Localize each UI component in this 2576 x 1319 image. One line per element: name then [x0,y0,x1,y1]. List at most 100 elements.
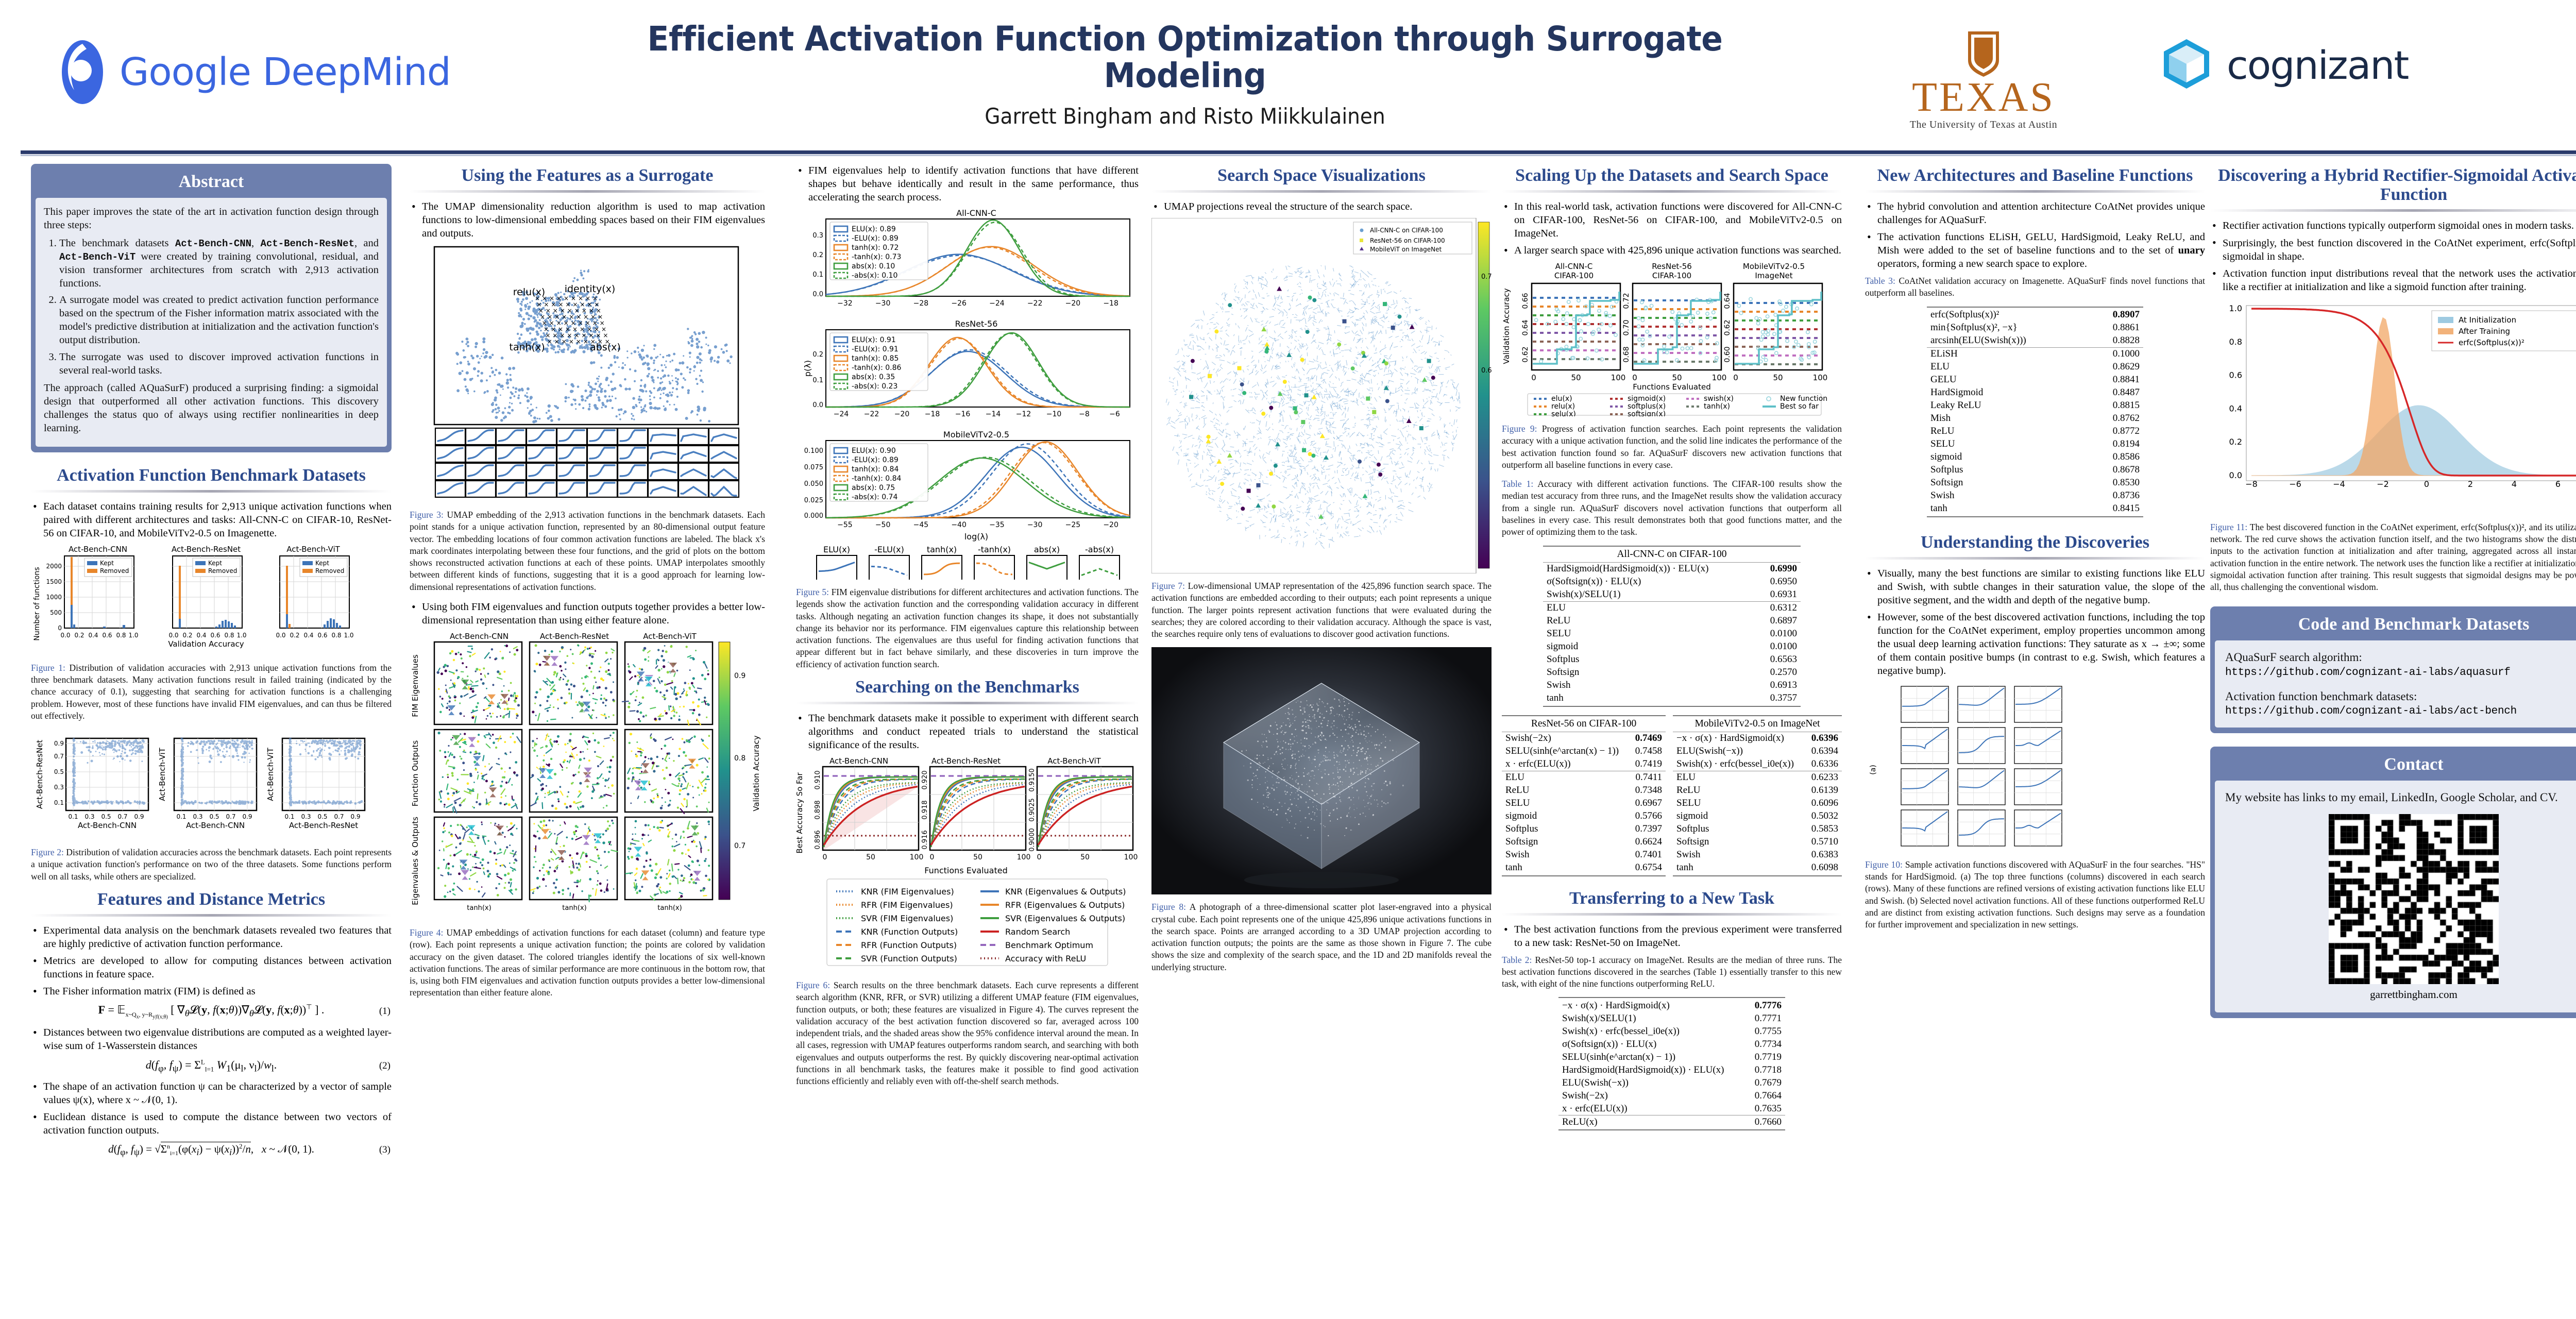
equation-3: d(fφ, fψ) = √Σni=1(φ(xi) − ψ(xi))2/n, x … [108,1142,391,1158]
svg-text:Validation Accuracy: Validation Accuracy [168,639,244,649]
code-line-2: Activation function benchmark datasets: [2225,689,2417,703]
column-3: FIM eigenvalues help to identify activat… [795,163,1139,1094]
figure-7-legend: All-CNN-C on CIFAR-100 ResNet-56 on CIFA… [1353,222,1472,255]
figure-6-xlabel: Functions Evaluated [924,866,1008,875]
svg-text:×: × [605,338,610,345]
f9-title-2a: ResNet-56 [1652,262,1692,271]
svg-text:-tanh(x): 0.86: -tanh(x): 0.86 [852,364,902,372]
hybrid-bullet-3: Activation function input distributions … [2212,266,2576,294]
svg-text:ELU(x): 0.91: ELU(x): 0.91 [852,336,896,344]
figure-8-photo [1151,647,1492,895]
svg-text:tanh(x): tanh(x) [562,904,586,912]
svg-text:0.9000: 0.9000 [1028,828,1036,852]
searchspace-bullet-1: UMAP projections reveal the structure of… [1154,199,1492,214]
contact-text: My website has links to my email, Linked… [2225,790,2558,804]
figure-4-caption: Figure 4: UMAP embeddings of activation … [410,927,765,999]
svg-text:0.5: 0.5 [209,813,219,820]
abstract-step-2: A surrogate model was created to predict… [59,293,379,347]
table-resnet-56: ResNet-56 on CIFAR-100 Swish(−2x) 0.7469 SE… [1502,715,1666,876]
code-box: Code and Benchmark Datasets AQuaSurF sea… [2210,606,2576,733]
ut-wordmark: TEXAS [1912,75,2055,120]
section-divider [410,190,765,193]
svg-text:−18: −18 [1103,299,1118,308]
figure-6-svg: Act-Bench-CNN Act-Bench-ResNet Act-Bench… [795,756,1138,966]
svg-text:×: × [578,319,583,327]
svg-text:KNR (Function Outputs): KNR (Function Outputs) [861,927,958,937]
svg-text:−24: −24 [834,410,849,418]
figure-11-legend-1: At Initialization [2459,315,2516,325]
google-deepmind-logo: Google DeepMind [57,39,451,106]
svg-text:ELU(x): 0.90: ELU(x): 0.90 [852,447,896,455]
figure-11: At Initialization After Training erfc(So… [2210,298,2576,517]
abstract-closing: The approach (called AQuaSurF) produced … [44,382,379,434]
svg-text:abs(x): 0.35: abs(x): 0.35 [852,373,895,381]
svg-text:50: 50 [866,853,875,861]
svg-text:0.898: 0.898 [814,800,822,819]
svg-text:×: × [596,332,601,339]
figure-9-caption-text: Progress of activation function searches… [1502,424,1842,470]
svg-text:0.1: 0.1 [54,799,64,806]
header-divider [21,150,2576,154]
svg-text:×: × [571,319,576,327]
svg-text:Benchmark Optimum: Benchmark Optimum [1005,940,1093,950]
figure-7-legend-2: ResNet-56 on CIFAR-100 [1370,237,1445,244]
svg-text:Number of functions: Number of functions [33,567,41,640]
svg-text:×: × [569,338,574,345]
features-title: Features and Distance Metrics [97,889,326,909]
poster-authors: Garrett Bingham and Risto Miikkulainen [985,103,1385,129]
features-bullets-3: The shape of an activation function ψ ca… [31,1079,392,1137]
svg-text:0.918: 0.918 [921,800,929,819]
section-divider [1502,912,1842,916]
svg-text:−22: −22 [864,410,879,418]
svg-text:1.0: 1.0 [128,632,138,639]
figure-2-svg: 0.1 0.3 0.5 0.7 0.9 0.1 0.3 0.5 0.7 0.9 0.1 0.… [35,737,366,830]
svg-text:×: × [572,301,578,308]
equation-1: F = 𝔼x~Qx, y~Ry|f(x;θ) [ ∇θ𝓛(y, f(x;θ))∇… [98,1003,391,1020]
svg-text:0: 0 [58,624,62,632]
code-url-2[interactable]: https://github.com/cognizant-ai-labs/act… [2225,705,2517,717]
svg-text:RFR (FIM Eigenvalues): RFR (FIM Eigenvalues) [861,900,953,910]
svg-text:Removed: Removed [315,567,344,574]
svg-text:0.3: 0.3 [193,813,202,820]
figure-9-ref: Figure 9: [1502,424,1537,434]
equation-2-number: (2) [379,1060,391,1071]
hybrid-bullets: Rectifier activation functions typically… [2210,218,2576,294]
svg-text:−25: −25 [1065,521,1081,529]
svg-text:×: × [587,301,592,308]
svg-text:100: 100 [1124,853,1138,861]
figure-1-legend-3: Kept Removed [299,557,348,577]
code-title: Code and Benchmark Datasets [2298,615,2530,634]
svg-text:×: × [562,338,567,345]
figure-3-caption-text: UMAP embedding of the 2,913 activation f… [410,510,765,592]
figure-4-row-label-1: FIM Eigenvalues [411,654,420,717]
abstract-step-3: The surrogate was used to discover impro… [59,350,379,377]
understanding-bullet-2: However, some of the best discovered act… [1867,610,2205,678]
svg-text:×: × [596,307,601,314]
hybrid-title: Discovering a Hybrid Rectifier-Sigmoidal… [2218,166,2576,205]
figure-2-caption-text: Distribution of validation accuracies ac… [31,847,392,882]
code-url-1[interactable]: https://github.com/cognizant-ai-labs/aqu… [2225,666,2511,679]
code-line-1: AQuaSurF search algorithm: [2225,651,2362,664]
figure-11-caption-text: The best discovered function in the CoAt… [2210,521,2576,593]
figure-1-svg: Act-Bench-CNN Act-Bench-ResNet Act-Bench… [33,545,354,649]
svg-text:1500: 1500 [46,578,62,585]
svg-text:0.9150: 0.9150 [1028,768,1036,792]
figure-1-caption-text: Distribution of validation accuracies wi… [31,662,392,721]
svg-text:×: × [549,295,554,302]
svg-text:Act-Bench-CNN: Act-Bench-CNN [186,821,245,830]
svg-text:×: × [583,313,588,320]
svg-text:×: × [580,326,585,333]
figure-11-svg: At Initialization After Training erfc(So… [2229,303,2576,489]
svg-text:0: 0 [1037,853,1042,861]
qr-code[interactable] [2329,814,2499,984]
svg-text:Act-Bench-ResNet: Act-Bench-ResNet [35,740,44,809]
hybrid-bullet-1: Rectifier activation functions typically… [2212,218,2576,233]
features-bullets-2: Distances between two eigenvalue distrib… [31,1025,392,1053]
svg-text:×: × [603,332,608,339]
svg-text:×: × [574,332,579,339]
svg-text:−24: −24 [989,299,1005,308]
figure-9-ylabel: Validation Accuracy [1502,288,1511,364]
svg-text:-ELU(x): 0.89: -ELU(x): 0.89 [852,456,899,464]
svg-text:×: × [589,307,594,314]
column-6: New Architectures and Baseline Functions… [1865,164,2205,938]
